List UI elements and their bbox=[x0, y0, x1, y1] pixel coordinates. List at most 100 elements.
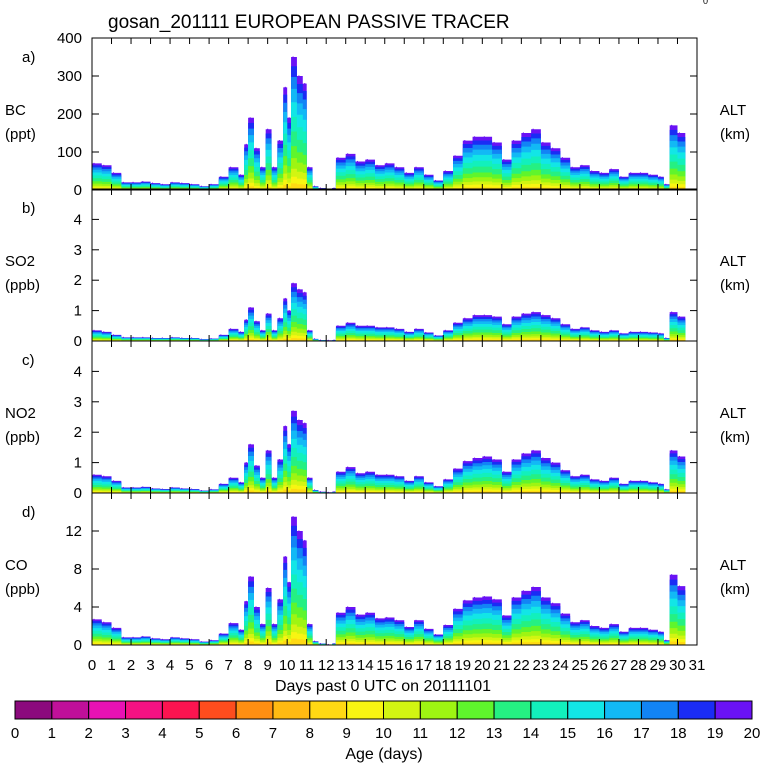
age-layer-8 bbox=[92, 638, 686, 645]
alt-label: ALT bbox=[720, 557, 746, 574]
data-point bbox=[591, 170, 593, 172]
data-point bbox=[561, 613, 563, 615]
data-point bbox=[493, 458, 495, 461]
data-point bbox=[444, 624, 446, 626]
data-point bbox=[405, 626, 407, 628]
data-point bbox=[473, 136, 476, 138]
data-point bbox=[483, 314, 485, 316]
data-point bbox=[671, 311, 673, 313]
age-layer-8 bbox=[92, 183, 686, 190]
data-point bbox=[522, 132, 524, 134]
y-tick-label: 200 bbox=[57, 106, 82, 123]
colorbar-tick-label: 0 bbox=[11, 725, 19, 742]
data-point bbox=[319, 491, 321, 493]
data-point bbox=[249, 306, 251, 309]
data-point bbox=[284, 556, 286, 558]
alt-units-label: (km) bbox=[720, 277, 750, 294]
data-point bbox=[181, 182, 183, 184]
data-point bbox=[483, 455, 485, 458]
data-point bbox=[483, 136, 485, 138]
colorbar-swatch bbox=[456, 700, 495, 720]
data-point bbox=[239, 629, 241, 631]
data-point bbox=[366, 325, 368, 327]
colorbar-tick-label: 8 bbox=[306, 725, 314, 742]
panel-label: a) bbox=[22, 49, 35, 66]
data-point bbox=[142, 181, 144, 183]
data-point bbox=[522, 452, 524, 455]
x-tick-label: 27 bbox=[611, 657, 628, 674]
data-point bbox=[600, 331, 603, 333]
data-point bbox=[610, 477, 612, 479]
x-tick-label: 9 bbox=[263, 657, 271, 674]
data-point bbox=[313, 489, 316, 491]
data-point bbox=[542, 314, 544, 316]
data-point bbox=[600, 480, 603, 482]
alt-units-label: (km) bbox=[720, 429, 750, 446]
data-point bbox=[639, 480, 642, 482]
data-point bbox=[425, 174, 427, 176]
data-point bbox=[220, 483, 222, 485]
data-point bbox=[112, 627, 115, 629]
data-point bbox=[249, 443, 251, 445]
alt-label: ALT bbox=[720, 102, 746, 119]
x-tick-label: 31 bbox=[689, 657, 706, 674]
data-point bbox=[210, 488, 212, 490]
data-point bbox=[649, 629, 651, 631]
x-tick-label: 19 bbox=[454, 657, 471, 674]
data-point bbox=[249, 576, 251, 578]
colorbar-tick-label: 2 bbox=[85, 725, 93, 742]
data-point bbox=[415, 475, 417, 477]
data-point bbox=[288, 310, 290, 312]
data-point bbox=[356, 160, 359, 163]
panel-co: 0 4 8 12 d) CO (ppb) ALT (km) bbox=[5, 492, 750, 654]
age-layer-9 bbox=[92, 632, 686, 645]
data-point bbox=[503, 471, 505, 473]
plot-frame bbox=[91, 188, 698, 342]
x-tick-label: 17 bbox=[415, 657, 432, 674]
colorbar-swatch bbox=[419, 700, 458, 720]
colorbar-swatch bbox=[604, 700, 642, 720]
data-point bbox=[298, 288, 300, 290]
data-point bbox=[278, 317, 281, 319]
data-point bbox=[210, 639, 212, 641]
data-point bbox=[171, 486, 173, 489]
data-point bbox=[415, 619, 417, 621]
data-point bbox=[678, 316, 681, 318]
species-label: SO2 bbox=[5, 253, 35, 270]
data-point bbox=[425, 481, 427, 483]
data-point bbox=[639, 331, 642, 333]
data-point bbox=[571, 475, 573, 477]
data-point bbox=[649, 174, 651, 176]
data-point bbox=[292, 56, 294, 58]
data-point bbox=[230, 328, 232, 330]
y-tick-label: 1 bbox=[74, 303, 82, 320]
data-point bbox=[405, 331, 407, 333]
data-point bbox=[304, 291, 306, 293]
y-tick-label: 4 bbox=[74, 599, 82, 616]
data-point bbox=[210, 337, 212, 340]
data-point bbox=[272, 166, 275, 168]
data-point bbox=[308, 329, 310, 331]
data-point bbox=[319, 339, 321, 341]
x-tick-label: 4 bbox=[166, 657, 174, 674]
data-point bbox=[333, 642, 335, 645]
data-point bbox=[649, 331, 651, 334]
data-point bbox=[122, 636, 124, 639]
data-point bbox=[522, 313, 524, 315]
data-point bbox=[200, 185, 202, 187]
colorbar-swatch bbox=[567, 700, 606, 720]
data-point bbox=[581, 326, 583, 328]
data-point bbox=[261, 623, 263, 625]
plot-frame bbox=[91, 340, 698, 494]
data-point bbox=[220, 176, 222, 178]
data-point bbox=[284, 297, 286, 300]
data-point bbox=[304, 422, 306, 424]
data-point bbox=[284, 425, 286, 427]
y-tick-label: 400 bbox=[57, 30, 82, 47]
data-point bbox=[444, 478, 446, 480]
data-point bbox=[200, 338, 202, 340]
data-point bbox=[405, 480, 407, 482]
x-tick-label: 11 bbox=[299, 657, 315, 674]
data-point bbox=[444, 329, 446, 331]
colorbar-swatch bbox=[309, 700, 348, 720]
